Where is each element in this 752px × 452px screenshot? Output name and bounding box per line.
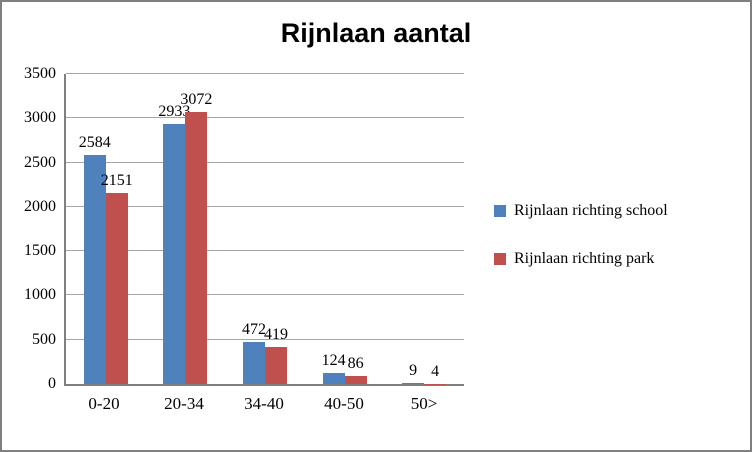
y-tick-label: 1500 — [24, 242, 56, 260]
x-tick-label: 40-50 — [324, 394, 364, 413]
x-tick-label: 50> — [410, 394, 438, 413]
bar-value-label: 4 — [431, 362, 440, 380]
bar-group-20-34: 2933 3072 — [146, 74, 226, 384]
bar-value-label: 2151 — [100, 172, 133, 190]
plot-area: 2584 2151 2933 3072 472 419 124 86 9 4 — [64, 73, 464, 386]
x-axis: 0-20 20-34 34-40 40-50 50> — [64, 394, 464, 414]
bar-value-label: 472 — [241, 321, 266, 339]
x-tick-label: 20-34 — [164, 394, 204, 413]
gridline — [66, 250, 464, 252]
y-axis: 0 500 1000 1500 2000 2500 3000 3500 — [10, 65, 64, 392]
y-tick-label: 0 — [48, 375, 56, 392]
bar-value-label: 124 — [321, 352, 346, 370]
plot-wrap: 0 500 1000 1500 2000 2500 3000 3500 2584 2151 293… — [10, 65, 464, 414]
x-tick-label: 34-40 — [244, 394, 284, 413]
bar-value-label: 419 — [263, 325, 288, 343]
x-tick-label: 0-20 — [88, 394, 120, 413]
bar-group-40-50: 124 86 — [305, 74, 385, 384]
bar: 9 — [402, 362, 425, 384]
bar-group-0-20: 2584 2151 — [66, 74, 146, 384]
y-tick-label: 1000 — [24, 286, 56, 304]
legend: Rijnlaan richting school Rijnlaan richtin… — [494, 202, 668, 268]
bar: 2151 — [101, 172, 133, 384]
chart-body: 0 500 1000 1500 2000 2500 3000 3500 2584 2151 293… — [2, 65, 750, 414]
bar-value-label: 3072 — [180, 90, 213, 108]
gridline — [66, 117, 464, 119]
chart-title: Rijnlaan aantal — [280, 18, 472, 48]
bar: 472 — [242, 321, 266, 384]
y-tick-label: 2500 — [24, 153, 56, 171]
bar-value-label: 9 — [409, 362, 418, 380]
bar-value-label: 2584 — [78, 134, 111, 152]
bar: 419 — [264, 326, 288, 384]
legend-item: Rijnlaan richting school — [494, 202, 668, 220]
gridline — [66, 205, 464, 207]
legend-item: Rijnlaan richting park — [494, 250, 668, 268]
legend-label: Rijnlaan richting school — [514, 202, 668, 219]
gridline — [66, 338, 464, 340]
bar: 2584 — [79, 134, 111, 384]
legend-swatch-icon — [494, 205, 506, 217]
gridline — [66, 294, 464, 296]
y-tick-label: 3000 — [24, 109, 56, 127]
legend-swatch-icon — [494, 253, 506, 265]
y-tick-label: 500 — [32, 330, 56, 348]
bar-value-label: 2933 — [158, 103, 191, 121]
bar-group-34-40: 472 419 — [225, 74, 305, 384]
y-tick-label: 3500 — [24, 65, 56, 82]
bar: 2933 — [158, 103, 190, 384]
bar: 124 — [322, 352, 346, 384]
bar: 86 — [344, 355, 367, 384]
bar-value-label: 86 — [347, 355, 364, 373]
gridline — [66, 161, 464, 163]
bar: 3072 — [180, 91, 212, 384]
plot-column: 2584 2151 2933 3072 472 419 124 86 9 4 0-20 20-34 3… — [64, 73, 464, 414]
legend-label: Rijnlaan richting park — [514, 250, 655, 267]
y-tick-label: 2000 — [24, 197, 56, 215]
gridline — [66, 73, 464, 74]
